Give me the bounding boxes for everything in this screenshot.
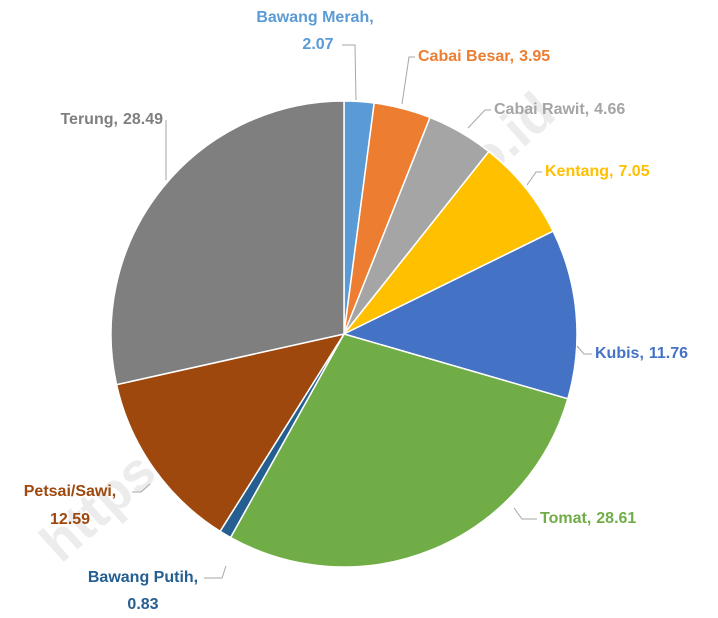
label-name: Kubis, — [595, 345, 644, 362]
label-value: 4.66 — [594, 101, 625, 118]
data-label: Bawang Merah, 2.07 — [256, 9, 373, 53]
data-label: Kubis, 11.76 — [595, 345, 688, 362]
data-label: Petsai/Sawi, 12.59 — [24, 483, 117, 528]
label-name: Kentang, — [545, 163, 613, 180]
label-name: Bawang Merah, — [256, 9, 373, 26]
label-value: 7.05 — [618, 163, 649, 180]
label-value: 28.61 — [596, 510, 636, 527]
data-label: Kentang, 7.05 — [545, 163, 650, 180]
data-label: Terung, 28.49 — [60, 111, 163, 128]
label-name: Tomat, — [540, 510, 591, 527]
leader-line — [467, 109, 491, 129]
leader-line — [576, 345, 592, 355]
label-value: 0.83 — [127, 596, 158, 613]
label-name: Cabai Rawit, — [494, 101, 589, 118]
label-value: 2.07 — [302, 36, 333, 53]
label-name: Bawang Putih, — [88, 569, 198, 586]
leader-line — [513, 507, 537, 520]
data-label: Bawang Putih, 0.83 — [88, 569, 198, 613]
leader-line — [132, 483, 151, 493]
leader-line — [342, 44, 357, 101]
label-name: Petsai/Sawi, — [24, 483, 117, 500]
data-label: Tomat, 28.61 — [540, 510, 636, 527]
label-value: 11.76 — [649, 345, 688, 362]
leader-line — [401, 56, 415, 105]
label-name: Cabai Besar, — [418, 48, 514, 65]
pie-slice — [229, 333, 569, 568]
data-label: Cabai Besar, 3.95 — [418, 48, 550, 65]
pie-slice — [110, 100, 345, 386]
label-value: 12.59 — [50, 511, 90, 528]
pie-slice — [115, 332, 346, 533]
label-value: 28.49 — [123, 111, 163, 128]
label-name: Terung, — [60, 111, 117, 128]
label-value: 3.95 — [519, 48, 550, 65]
leader-line — [526, 171, 542, 186]
leader-line — [204, 565, 227, 579]
pie-slice — [341, 230, 578, 400]
pie-slice — [343, 150, 555, 335]
data-label: Cabai Rawit, 4.66 — [494, 101, 625, 118]
